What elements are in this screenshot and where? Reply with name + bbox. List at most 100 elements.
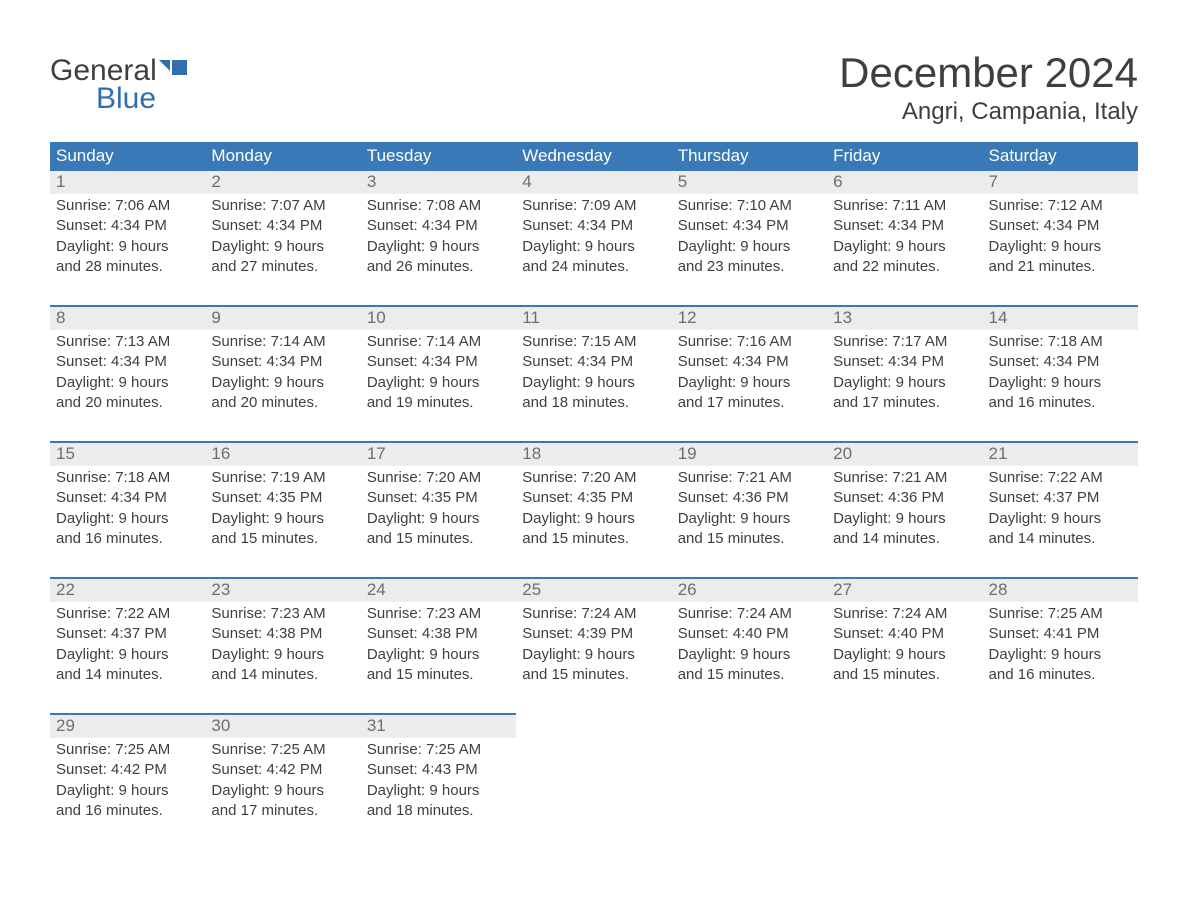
daylight-line-1: Daylight: 9 hours [367,781,510,801]
daylight-line-2: and 14 minutes. [833,529,976,549]
sunset-line: Sunset: 4:38 PM [367,624,510,644]
day-content-cell: Sunrise: 7:08 AMSunset: 4:34 PMDaylight:… [361,194,516,306]
day-content-cell: Sunrise: 7:20 AMSunset: 4:35 PMDaylight:… [516,466,671,578]
sunrise-line: Sunrise: 7:11 AM [833,196,976,216]
day-number-cell: 28 [983,578,1138,602]
sunset-line: Sunset: 4:41 PM [989,624,1132,644]
day-content-cell [672,738,827,849]
calendar-table: SundayMondayTuesdayWednesdayThursdayFrid… [50,142,1138,849]
sunset-line: Sunset: 4:38 PM [211,624,354,644]
day-content-cell: Sunrise: 7:07 AMSunset: 4:34 PMDaylight:… [205,194,360,306]
day-number-cell: 6 [827,171,982,194]
week-5-daynum-row: 293031 [50,714,1138,738]
daylight-line-2: and 20 minutes. [56,393,199,413]
day-number-cell: 12 [672,306,827,330]
daylight-line-1: Daylight: 9 hours [56,645,199,665]
day-header-row: SundayMondayTuesdayWednesdayThursdayFrid… [50,142,1138,171]
daylight-line-2: and 16 minutes. [989,393,1132,413]
day-content-cell: Sunrise: 7:06 AMSunset: 4:34 PMDaylight:… [50,194,205,306]
day-number-cell: 15 [50,442,205,466]
day-number-cell: 25 [516,578,671,602]
daylight-line-2: and 24 minutes. [522,257,665,277]
daylight-line-2: and 16 minutes. [56,801,199,821]
sunrise-line: Sunrise: 7:24 AM [522,604,665,624]
sunrise-line: Sunrise: 7:07 AM [211,196,354,216]
sunset-line: Sunset: 4:37 PM [989,488,1132,508]
sunrise-line: Sunrise: 7:06 AM [56,196,199,216]
daylight-line-2: and 27 minutes. [211,257,354,277]
daylight-line-2: and 17 minutes. [833,393,976,413]
sunset-line: Sunset: 4:34 PM [522,352,665,372]
sunrise-line: Sunrise: 7:25 AM [367,740,510,760]
day-number-cell: 2 [205,171,360,194]
daylight-line-2: and 22 minutes. [833,257,976,277]
day-number-cell: 3 [361,171,516,194]
sunset-line: Sunset: 4:34 PM [989,352,1132,372]
daylight-line-1: Daylight: 9 hours [833,509,976,529]
day-content-cell: Sunrise: 7:14 AMSunset: 4:34 PMDaylight:… [205,330,360,442]
daylight-line-2: and 15 minutes. [367,665,510,685]
daylight-line-1: Daylight: 9 hours [522,509,665,529]
day-content-cell: Sunrise: 7:22 AMSunset: 4:37 PMDaylight:… [983,466,1138,578]
sunrise-line: Sunrise: 7:14 AM [367,332,510,352]
sunset-line: Sunset: 4:34 PM [56,352,199,372]
sunrise-line: Sunrise: 7:16 AM [678,332,821,352]
header: General Blue December 2024 Angri, Campan… [50,28,1138,136]
sunset-line: Sunset: 4:36 PM [678,488,821,508]
sunset-line: Sunset: 4:34 PM [989,216,1132,236]
day-header-wednesday: Wednesday [516,142,671,171]
day-number-cell: 27 [827,578,982,602]
day-content-cell: Sunrise: 7:11 AMSunset: 4:34 PMDaylight:… [827,194,982,306]
sunrise-line: Sunrise: 7:25 AM [211,740,354,760]
sunrise-line: Sunrise: 7:22 AM [56,604,199,624]
daylight-line-2: and 18 minutes. [367,801,510,821]
day-number-cell: 29 [50,714,205,738]
daylight-line-1: Daylight: 9 hours [211,509,354,529]
week-2-content-row: Sunrise: 7:13 AMSunset: 4:34 PMDaylight:… [50,330,1138,442]
daylight-line-2: and 14 minutes. [211,665,354,685]
sunset-line: Sunset: 4:37 PM [56,624,199,644]
sunset-line: Sunset: 4:34 PM [522,216,665,236]
day-content-cell: Sunrise: 7:18 AMSunset: 4:34 PMDaylight:… [50,466,205,578]
daylight-line-2: and 28 minutes. [56,257,199,277]
day-content-cell: Sunrise: 7:12 AMSunset: 4:34 PMDaylight:… [983,194,1138,306]
daylight-line-2: and 14 minutes. [989,529,1132,549]
day-content-cell: Sunrise: 7:24 AMSunset: 4:39 PMDaylight:… [516,602,671,714]
day-content-cell: Sunrise: 7:19 AMSunset: 4:35 PMDaylight:… [205,466,360,578]
day-number-cell: 4 [516,171,671,194]
sunset-line: Sunset: 4:40 PM [678,624,821,644]
sunset-line: Sunset: 4:35 PM [522,488,665,508]
logo-text-wrap: General Blue [50,56,187,114]
day-content-cell: Sunrise: 7:23 AMSunset: 4:38 PMDaylight:… [205,602,360,714]
daylight-line-1: Daylight: 9 hours [211,645,354,665]
daylight-line-1: Daylight: 9 hours [522,645,665,665]
daylight-line-2: and 17 minutes. [678,393,821,413]
week-4-content-row: Sunrise: 7:22 AMSunset: 4:37 PMDaylight:… [50,602,1138,714]
sunset-line: Sunset: 4:34 PM [211,216,354,236]
day-content-cell [516,738,671,849]
daylight-line-1: Daylight: 9 hours [367,509,510,529]
day-content-cell: Sunrise: 7:09 AMSunset: 4:34 PMDaylight:… [516,194,671,306]
sunrise-line: Sunrise: 7:24 AM [678,604,821,624]
daylight-line-2: and 17 minutes. [211,801,354,821]
day-number-cell: 21 [983,442,1138,466]
daylight-line-1: Daylight: 9 hours [367,645,510,665]
day-content-cell: Sunrise: 7:14 AMSunset: 4:34 PMDaylight:… [361,330,516,442]
day-content-cell: Sunrise: 7:25 AMSunset: 4:42 PMDaylight:… [205,738,360,849]
sunrise-line: Sunrise: 7:25 AM [989,604,1132,624]
daylight-line-1: Daylight: 9 hours [678,509,821,529]
week-1-content-row: Sunrise: 7:06 AMSunset: 4:34 PMDaylight:… [50,194,1138,306]
daylight-line-2: and 15 minutes. [211,529,354,549]
day-header-friday: Friday [827,142,982,171]
daylight-line-2: and 15 minutes. [678,665,821,685]
day-number-cell: 22 [50,578,205,602]
day-header-monday: Monday [205,142,360,171]
day-content-cell [983,738,1138,849]
day-number-cell: 20 [827,442,982,466]
week-4-daynum-row: 22232425262728 [50,578,1138,602]
day-content-cell: Sunrise: 7:13 AMSunset: 4:34 PMDaylight:… [50,330,205,442]
daylight-line-2: and 26 minutes. [367,257,510,277]
daylight-line-1: Daylight: 9 hours [989,237,1132,257]
day-content-cell: Sunrise: 7:18 AMSunset: 4:34 PMDaylight:… [983,330,1138,442]
week-3-content-row: Sunrise: 7:18 AMSunset: 4:34 PMDaylight:… [50,466,1138,578]
